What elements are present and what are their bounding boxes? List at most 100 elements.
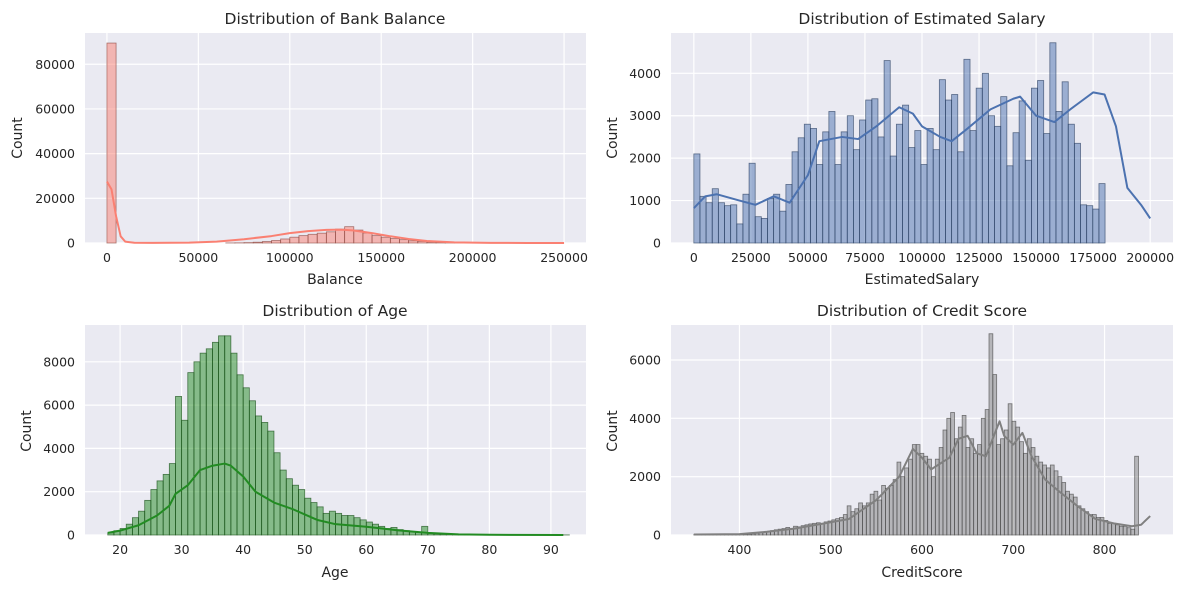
- histogram-bar: [938, 447, 944, 536]
- kde-line: [106, 181, 565, 244]
- histogram-bar: [1061, 81, 1069, 244]
- histogram-bar: [773, 193, 781, 244]
- histogram-bar: [1024, 159, 1032, 244]
- histogram-bars: [693, 42, 1106, 244]
- y-tick-label: 40000: [35, 146, 75, 161]
- histogram-bar: [193, 361, 201, 536]
- histogram-bar: [212, 341, 219, 536]
- histogram-bar: [1080, 204, 1088, 244]
- histogram-bar: [325, 231, 336, 244]
- histogram-bar: [1000, 96, 1008, 244]
- histogram-bar: [946, 417, 952, 536]
- histogram-bar: [996, 444, 1001, 536]
- y-axis-label: Count: [19, 410, 35, 452]
- histogram-bar: [846, 505, 852, 536]
- y-tick-label: 2000: [43, 484, 75, 499]
- histogram-bar: [797, 137, 805, 244]
- histogram-bar: [834, 164, 842, 244]
- histogram-bar: [754, 216, 762, 244]
- y-axis-label: Count: [605, 117, 621, 159]
- histogram-bars: [106, 42, 501, 244]
- y-tick-label: 4000: [43, 441, 75, 456]
- x-tick-label: 400: [728, 542, 752, 557]
- histogram-bar: [1049, 464, 1055, 536]
- histogram-bar: [942, 429, 948, 536]
- x-tick-label: 75000: [845, 250, 885, 265]
- plot-area: [85, 33, 586, 243]
- y-tick-label: 6000: [43, 398, 75, 413]
- histogram-bar: [408, 240, 419, 244]
- histogram-bar: [1073, 142, 1081, 244]
- y-tick-label: 8000: [43, 354, 75, 369]
- x-tick-label: 20: [112, 542, 128, 557]
- histogram-bar: [900, 476, 906, 536]
- histogram-bar: [298, 235, 309, 244]
- histogram-bar: [162, 473, 170, 536]
- y-tick-label: 0: [67, 528, 75, 543]
- histogram-bar: [711, 188, 719, 244]
- histogram-bar: [888, 485, 894, 536]
- x-tick-label: 0: [103, 250, 111, 265]
- histogram-bar: [988, 115, 995, 244]
- histogram-bar: [923, 455, 929, 536]
- histogram-bar: [877, 499, 883, 536]
- histogram-bar: [187, 372, 195, 536]
- histogram-bar: [920, 164, 928, 244]
- histogram-bar: [730, 204, 738, 244]
- histogram-bar: [895, 123, 903, 244]
- histogram-bar: [803, 123, 811, 244]
- histogram-bar: [271, 240, 282, 244]
- histogram-bar: [316, 232, 327, 244]
- kde-line: [693, 420, 1151, 536]
- histogram-bar: [1006, 165, 1014, 244]
- histogram-bar: [699, 195, 707, 244]
- x-tick-label: 200000: [1126, 250, 1174, 265]
- histogram-bar: [175, 396, 183, 536]
- histogram-bar: [1076, 505, 1082, 536]
- histogram-bar: [840, 131, 848, 244]
- x-tick-label: 80: [481, 542, 497, 557]
- histogram-bar: [877, 136, 885, 244]
- chart-title: Distribution of Bank Balance: [225, 10, 446, 28]
- histogram-bar: [945, 99, 953, 244]
- histogram-bar: [892, 479, 898, 536]
- histogram-bar: [980, 417, 986, 536]
- histogram-bar: [819, 522, 825, 536]
- histogram-bar: [705, 202, 713, 244]
- histogram-bar: [199, 352, 207, 536]
- y-tick-label: 1000: [629, 193, 661, 208]
- histogram-bar: [156, 480, 164, 536]
- x-tick-label: 250000: [540, 250, 588, 265]
- x-tick-label: 0: [690, 250, 698, 265]
- x-tick-label: 175000: [1069, 250, 1117, 265]
- x-tick-label: 50000: [788, 250, 828, 265]
- x-tick-label: 800: [1093, 542, 1117, 557]
- x-axis-label: Balance: [307, 272, 363, 288]
- y-tick-label: 0: [67, 236, 75, 251]
- histogram-bar: [902, 104, 910, 244]
- histogram-bar: [106, 42, 117, 244]
- x-tick-label: 70: [420, 542, 436, 557]
- histogram-bar: [261, 241, 272, 244]
- histogram-bar: [181, 419, 189, 536]
- histogram-bar: [144, 499, 152, 536]
- histogram-bar: [963, 58, 971, 244]
- histogram-bar: [822, 131, 830, 244]
- histogram-bar: [842, 514, 848, 536]
- x-axis-label: Age: [321, 565, 348, 581]
- histogram-bar: [931, 476, 936, 536]
- x-tick-label: 60: [358, 542, 374, 557]
- x-tick-label: 100000: [266, 250, 314, 265]
- chart-title: Distribution of Credit Score: [817, 302, 1027, 320]
- histogram-bar: [267, 430, 275, 536]
- histogram-bar: [965, 447, 971, 536]
- histogram-bar: [969, 130, 977, 244]
- histogram-bar: [335, 228, 346, 244]
- histogram-bar: [1011, 420, 1017, 536]
- histogram-bar: [389, 238, 400, 244]
- histogram-bar: [828, 111, 836, 244]
- chart-title: Distribution of Estimated Salary: [798, 10, 1045, 28]
- kde-line: [693, 91, 1152, 219]
- x-tick-label: 30: [174, 542, 190, 557]
- histogram-bar: [273, 452, 281, 536]
